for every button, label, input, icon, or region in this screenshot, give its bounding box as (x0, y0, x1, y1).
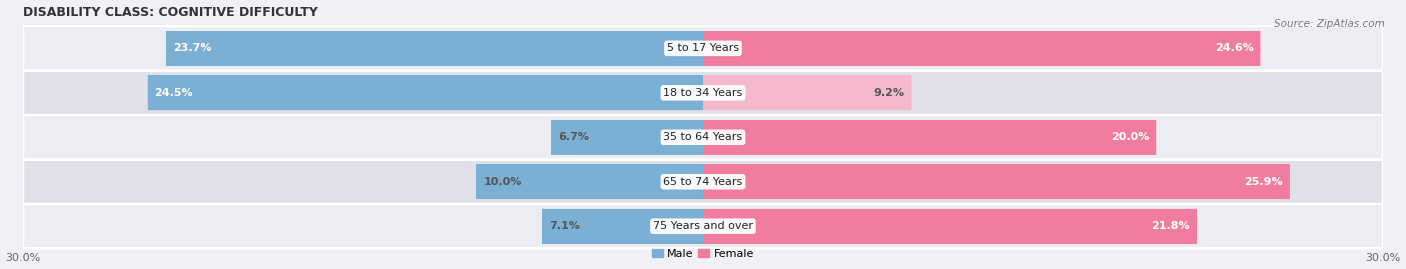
Bar (703, 31, 1260, 66)
Text: 7.1%: 7.1% (548, 221, 579, 231)
Text: 75 Years and over: 75 Years and over (652, 221, 754, 231)
Text: 18 to 34 Years: 18 to 34 Years (664, 88, 742, 98)
FancyBboxPatch shape (703, 164, 1289, 199)
Bar (551, 120, 703, 155)
Text: 5 to 17 Years: 5 to 17 Years (666, 43, 740, 53)
Text: 9.2%: 9.2% (873, 88, 904, 98)
Text: 24.5%: 24.5% (155, 88, 193, 98)
Bar (148, 76, 703, 110)
Text: 20.0%: 20.0% (1111, 132, 1150, 142)
FancyBboxPatch shape (703, 31, 1260, 66)
FancyBboxPatch shape (543, 209, 703, 243)
Text: 6.7%: 6.7% (558, 132, 589, 142)
FancyBboxPatch shape (703, 209, 1197, 243)
Text: 25.9%: 25.9% (1244, 177, 1284, 187)
FancyBboxPatch shape (22, 160, 1384, 204)
Text: DISABILITY CLASS: COGNITIVE DIFFICULTY: DISABILITY CLASS: COGNITIVE DIFFICULTY (22, 6, 318, 19)
Text: 10.0%: 10.0% (484, 177, 522, 187)
FancyBboxPatch shape (148, 76, 703, 110)
Text: 24.6%: 24.6% (1215, 43, 1254, 53)
Text: 21.8%: 21.8% (1152, 221, 1191, 231)
FancyBboxPatch shape (166, 31, 703, 66)
Bar (703, 76, 911, 110)
Text: 65 to 74 Years: 65 to 74 Years (664, 177, 742, 187)
Bar (703, 164, 1289, 199)
FancyBboxPatch shape (703, 76, 911, 110)
FancyBboxPatch shape (477, 164, 703, 199)
Bar (703, 120, 1156, 155)
Text: Source: ZipAtlas.com: Source: ZipAtlas.com (1274, 19, 1385, 29)
FancyBboxPatch shape (22, 26, 1384, 70)
FancyBboxPatch shape (22, 115, 1384, 160)
Text: 23.7%: 23.7% (173, 43, 211, 53)
Bar (703, 209, 1197, 243)
Text: 35 to 64 Years: 35 to 64 Years (664, 132, 742, 142)
Legend: Male, Female: Male, Female (647, 244, 759, 263)
Bar (543, 209, 703, 243)
Bar (166, 31, 703, 66)
FancyBboxPatch shape (22, 204, 1384, 249)
FancyBboxPatch shape (551, 120, 703, 155)
Bar (477, 164, 703, 199)
FancyBboxPatch shape (22, 70, 1384, 115)
FancyBboxPatch shape (703, 120, 1156, 155)
